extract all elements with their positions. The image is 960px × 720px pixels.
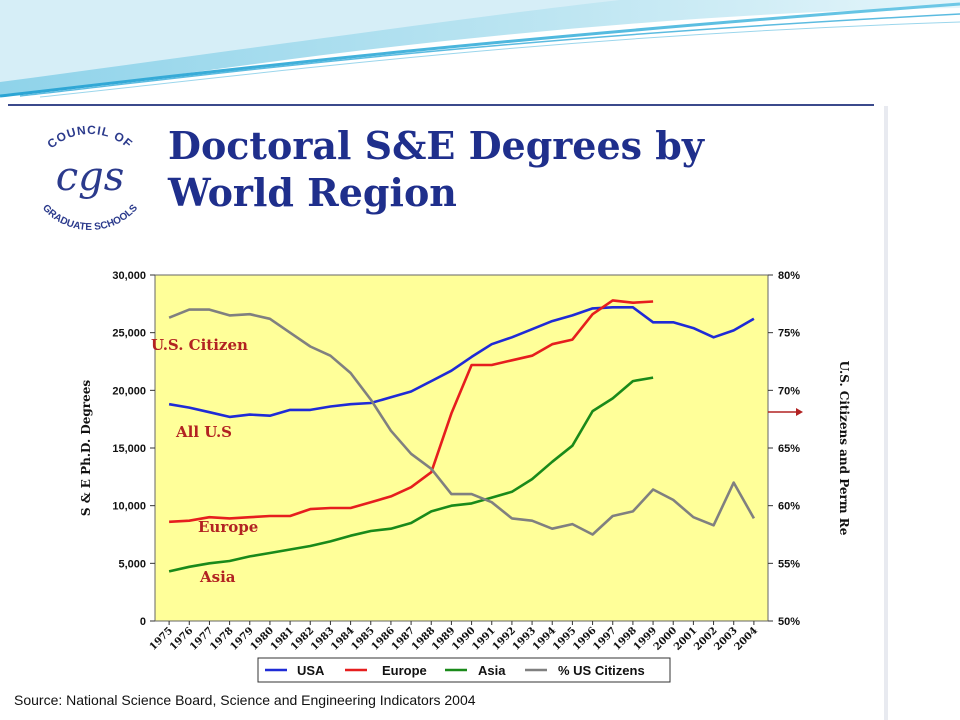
cgs-logo: COUNCIL OF GRADUATE SCHOOLS cgs bbox=[40, 123, 140, 233]
right-edge-strip bbox=[884, 106, 888, 720]
left-tick-label: 20,000 bbox=[112, 385, 146, 397]
series-line--us-citizens bbox=[168, 308, 756, 536]
right-tick-label: 60% bbox=[778, 501, 800, 513]
plot-area bbox=[154, 274, 769, 622]
legend-label: % US Citizens bbox=[558, 663, 645, 678]
header-divider bbox=[8, 104, 874, 106]
page-title-line-1: Doctoral S&E Degrees by bbox=[168, 123, 704, 168]
logo-arc-bottom: GRADUATE SCHOOLS bbox=[40, 202, 140, 233]
right-tick-label: 50% bbox=[778, 616, 800, 628]
annotation-label: U.S. Citizen bbox=[151, 336, 248, 354]
y-axis-right-title: U.S. Citizens and Perm Re bbox=[837, 361, 851, 536]
series-line-europe bbox=[169, 299, 654, 524]
page-title: Doctoral S&E Degrees by World Region bbox=[168, 122, 704, 216]
series-line-asia bbox=[168, 376, 654, 573]
annotation-label: Asia bbox=[199, 568, 236, 586]
right-tick-label: 70% bbox=[778, 385, 800, 397]
legend-label: Europe bbox=[382, 663, 427, 678]
right-tick-label: 65% bbox=[778, 443, 800, 455]
annotation-label: Europe bbox=[198, 518, 258, 536]
source-note: Source: National Science Board, Science … bbox=[14, 692, 476, 708]
page-title-line-2: World Region bbox=[168, 170, 457, 215]
left-tick-label: 30,000 bbox=[112, 270, 146, 282]
line-chart: 0 5,000 10,000 15,000 20,000 25,000 30,000 50% 5… bbox=[79, 270, 851, 683]
legend-label: USA bbox=[297, 663, 325, 678]
logo-arc-top: COUNCIL OF bbox=[45, 123, 136, 151]
right-tick-label: 55% bbox=[778, 558, 800, 570]
logo-monogram: cgs bbox=[56, 154, 125, 200]
right-tick-label: 75% bbox=[778, 328, 800, 340]
legend-label: Asia bbox=[478, 663, 506, 678]
right-axis-arrow-head bbox=[796, 408, 803, 416]
x-tick-label: 2004 bbox=[733, 625, 760, 652]
left-tick-label: 25,000 bbox=[112, 328, 146, 340]
annotation-label: All U.S bbox=[175, 423, 232, 441]
left-tick-label: 10,000 bbox=[112, 501, 146, 513]
y-axis-left-title: S & E Ph.D. Degrees bbox=[79, 380, 93, 516]
left-tick-label: 15,000 bbox=[112, 443, 146, 455]
series-line-usa bbox=[168, 306, 755, 419]
header-wave-banner bbox=[0, 0, 960, 98]
left-tick-label: 5,000 bbox=[118, 558, 146, 570]
right-tick-label: 80% bbox=[778, 270, 800, 282]
left-tick-label: 0 bbox=[140, 616, 146, 628]
